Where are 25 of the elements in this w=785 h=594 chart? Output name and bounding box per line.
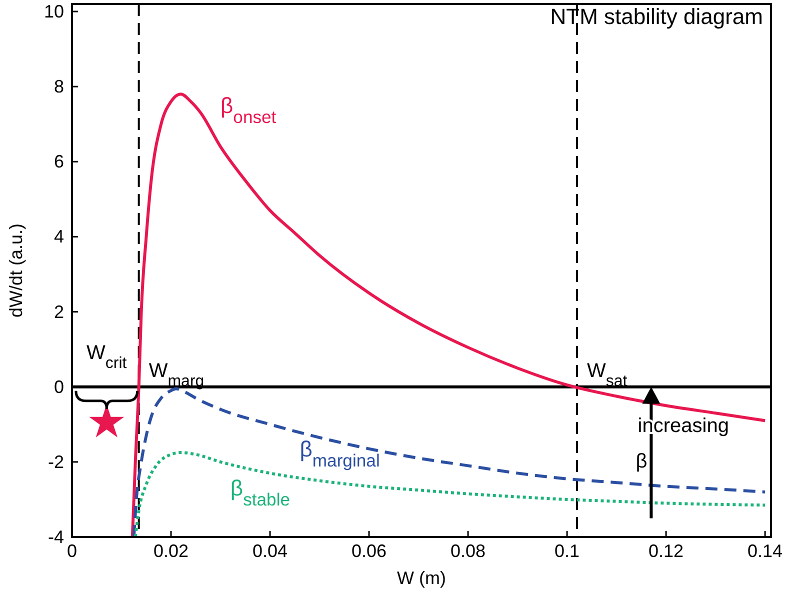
x-tick-label: 0.04	[252, 541, 288, 561]
chart-title: NTM stability diagram	[550, 4, 763, 29]
annotation: W$_{crit}$	[86, 342, 128, 372]
x-tick-label: 0.12	[648, 541, 684, 561]
x-tick-label: 0.02	[153, 541, 189, 561]
series-label: β$_{marginal}$	[300, 436, 380, 470]
x-tick-label: 0.08	[450, 541, 486, 561]
series-label: β$_{onset}$	[220, 92, 276, 127]
y-tick-label: 6	[54, 152, 64, 172]
y-tick-label: 2	[54, 302, 64, 322]
x-tick-label: 0.06	[352, 541, 387, 561]
y-axis-title: dW/dt (a.u.)	[6, 223, 26, 318]
y-tick-label: 0	[54, 376, 64, 397]
x-tick-label: 0	[66, 541, 78, 561]
y-tick-label: 8	[54, 76, 64, 97]
series-label: β$_{stable}$	[230, 476, 290, 510]
y-tick-label: 10	[44, 2, 64, 22]
x-axis-title: W (m)	[397, 568, 446, 588]
line-series	[130, 92, 767, 538]
x-tick-label: 0.14	[748, 541, 783, 561]
y-tick-label: 4	[54, 226, 64, 247]
y-tick-label: -4	[48, 527, 64, 547]
x-tick-label: 0.1	[554, 541, 580, 561]
annotation: β	[636, 450, 648, 473]
y-tick-label: -2	[48, 452, 64, 472]
